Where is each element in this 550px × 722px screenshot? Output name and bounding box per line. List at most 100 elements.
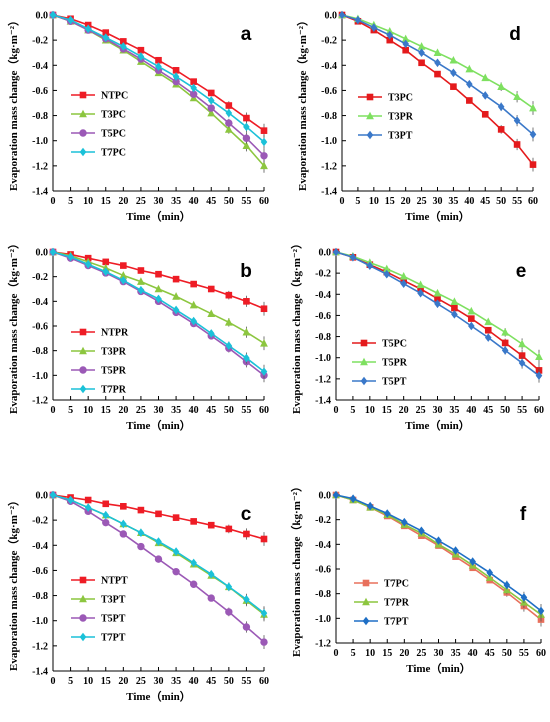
data-point <box>418 48 425 58</box>
data-point <box>243 114 250 122</box>
x-tick-label: 40 <box>464 196 474 207</box>
data-point <box>260 638 268 646</box>
legend-label: T7PR <box>384 598 410 609</box>
data-point <box>383 269 391 279</box>
x-tick-label: 10 <box>83 196 93 207</box>
data-point <box>155 537 162 546</box>
panel-d: 0.0 -0.2 -0.4 -0.6 -0.8 -1.0 -1.2 -1.40 5 10 15 20 2… <box>296 11 538 224</box>
legend-marker <box>79 91 87 99</box>
legend-marker <box>79 366 87 374</box>
data-point <box>120 503 127 510</box>
x-tick-label: 55 <box>241 196 251 207</box>
panel-e: 0.0 -0.2 -0.4 -0.6 -0.8 -1.0 -1.2 -1.40 5 10 15 20 2… <box>290 238 544 432</box>
data-point <box>481 91 489 100</box>
panel-letter: c <box>241 504 252 525</box>
x-tick-label: 50 <box>224 676 234 687</box>
data-point <box>154 284 163 293</box>
data-point <box>84 503 92 512</box>
x-tick-label: 60 <box>534 405 544 416</box>
x-tick-label: 25 <box>136 676 146 687</box>
legend-marker <box>366 111 374 120</box>
data-point <box>497 102 505 112</box>
y-tick-label: -0.4 <box>32 61 48 72</box>
legend-label: NTPC <box>101 91 128 102</box>
data-point <box>67 15 74 25</box>
data-point <box>468 321 475 331</box>
y-tick-label: -1.2 <box>32 641 48 652</box>
data-point <box>481 73 490 82</box>
y-tick-label: -0.2 <box>315 515 331 526</box>
data-point <box>49 10 57 20</box>
x-tick-label: 20 <box>401 196 411 207</box>
data-point <box>102 518 110 527</box>
data-point <box>119 530 128 538</box>
series-T3PT <box>338 10 537 142</box>
data-point <box>399 272 408 280</box>
x-tick-label: 60 <box>259 676 269 687</box>
legend-marker <box>79 614 87 622</box>
data-point <box>155 62 162 71</box>
data-point <box>417 42 426 50</box>
data-point <box>418 59 425 67</box>
data-point <box>402 46 409 54</box>
panel-b: 0.0 -0.2 -0.4 -0.6 -0.8 -1.0 -1.20 5 10 15 20 25 30 3… <box>7 238 269 432</box>
data-point <box>518 358 526 368</box>
x-tick-label: 0 <box>340 196 345 207</box>
y-tick-label: -0.2 <box>32 36 48 47</box>
data-point <box>207 108 216 117</box>
data-point <box>225 525 233 533</box>
data-point <box>518 352 526 359</box>
data-point <box>207 96 215 105</box>
series-T7PT <box>332 490 545 618</box>
data-point <box>120 519 127 529</box>
x-tick-label: 40 <box>468 648 478 659</box>
data-point <box>172 275 180 283</box>
y-tick-label: -0.6 <box>32 322 48 333</box>
data-point <box>501 328 510 336</box>
x-tick-label: 30 <box>433 405 443 416</box>
data-point <box>155 270 162 278</box>
legend-marker <box>79 147 87 157</box>
x-axis-title: Time（min） <box>126 690 191 703</box>
panel-f: 0.0 -0.2 -0.4 -0.6 -0.8 -1.0 -1.20 5 10 15 20 25 30 3… <box>290 481 546 675</box>
x-tick-label: 50 <box>224 405 234 416</box>
data-point <box>383 509 391 518</box>
data-point <box>535 352 543 360</box>
x-tick-label: 15 <box>382 648 392 659</box>
data-point <box>190 280 197 288</box>
data-point <box>501 346 509 355</box>
x-tick-label: 60 <box>259 196 269 207</box>
data-point <box>242 141 251 150</box>
data-point <box>84 260 92 269</box>
data-point <box>451 304 458 312</box>
y-tick-label: -1.2 <box>321 161 337 172</box>
legend-label: T3PR <box>101 347 127 358</box>
legend-label: T5PT <box>101 614 126 625</box>
data-point <box>366 261 374 271</box>
data-point <box>338 10 346 20</box>
y-tick-label: -1.0 <box>321 136 337 147</box>
x-tick-label: 5 <box>351 648 356 659</box>
series-T3PC <box>338 11 537 172</box>
data-point <box>189 580 198 588</box>
data-point <box>449 55 458 64</box>
x-tick-label: 25 <box>136 196 146 207</box>
legend-label: T7PR <box>101 385 127 396</box>
legend-marker <box>79 109 87 118</box>
data-point <box>154 555 163 563</box>
data-point <box>354 15 362 25</box>
data-point <box>207 569 215 579</box>
legend-label: T3PT <box>101 595 126 606</box>
x-tick-label: 40 <box>466 405 476 416</box>
x-tick-label: 50 <box>496 196 506 207</box>
data-point <box>349 494 357 503</box>
y-tick-label: -0.4 <box>315 540 331 551</box>
x-tick-label: 45 <box>206 405 216 416</box>
data-point <box>224 125 233 133</box>
data-point <box>225 108 233 118</box>
x-tick-label: 10 <box>369 196 379 207</box>
x-tick-label: 45 <box>206 676 216 687</box>
panel-letter: a <box>241 24 252 45</box>
data-point <box>172 567 180 576</box>
x-tick-label: 5 <box>68 405 73 416</box>
